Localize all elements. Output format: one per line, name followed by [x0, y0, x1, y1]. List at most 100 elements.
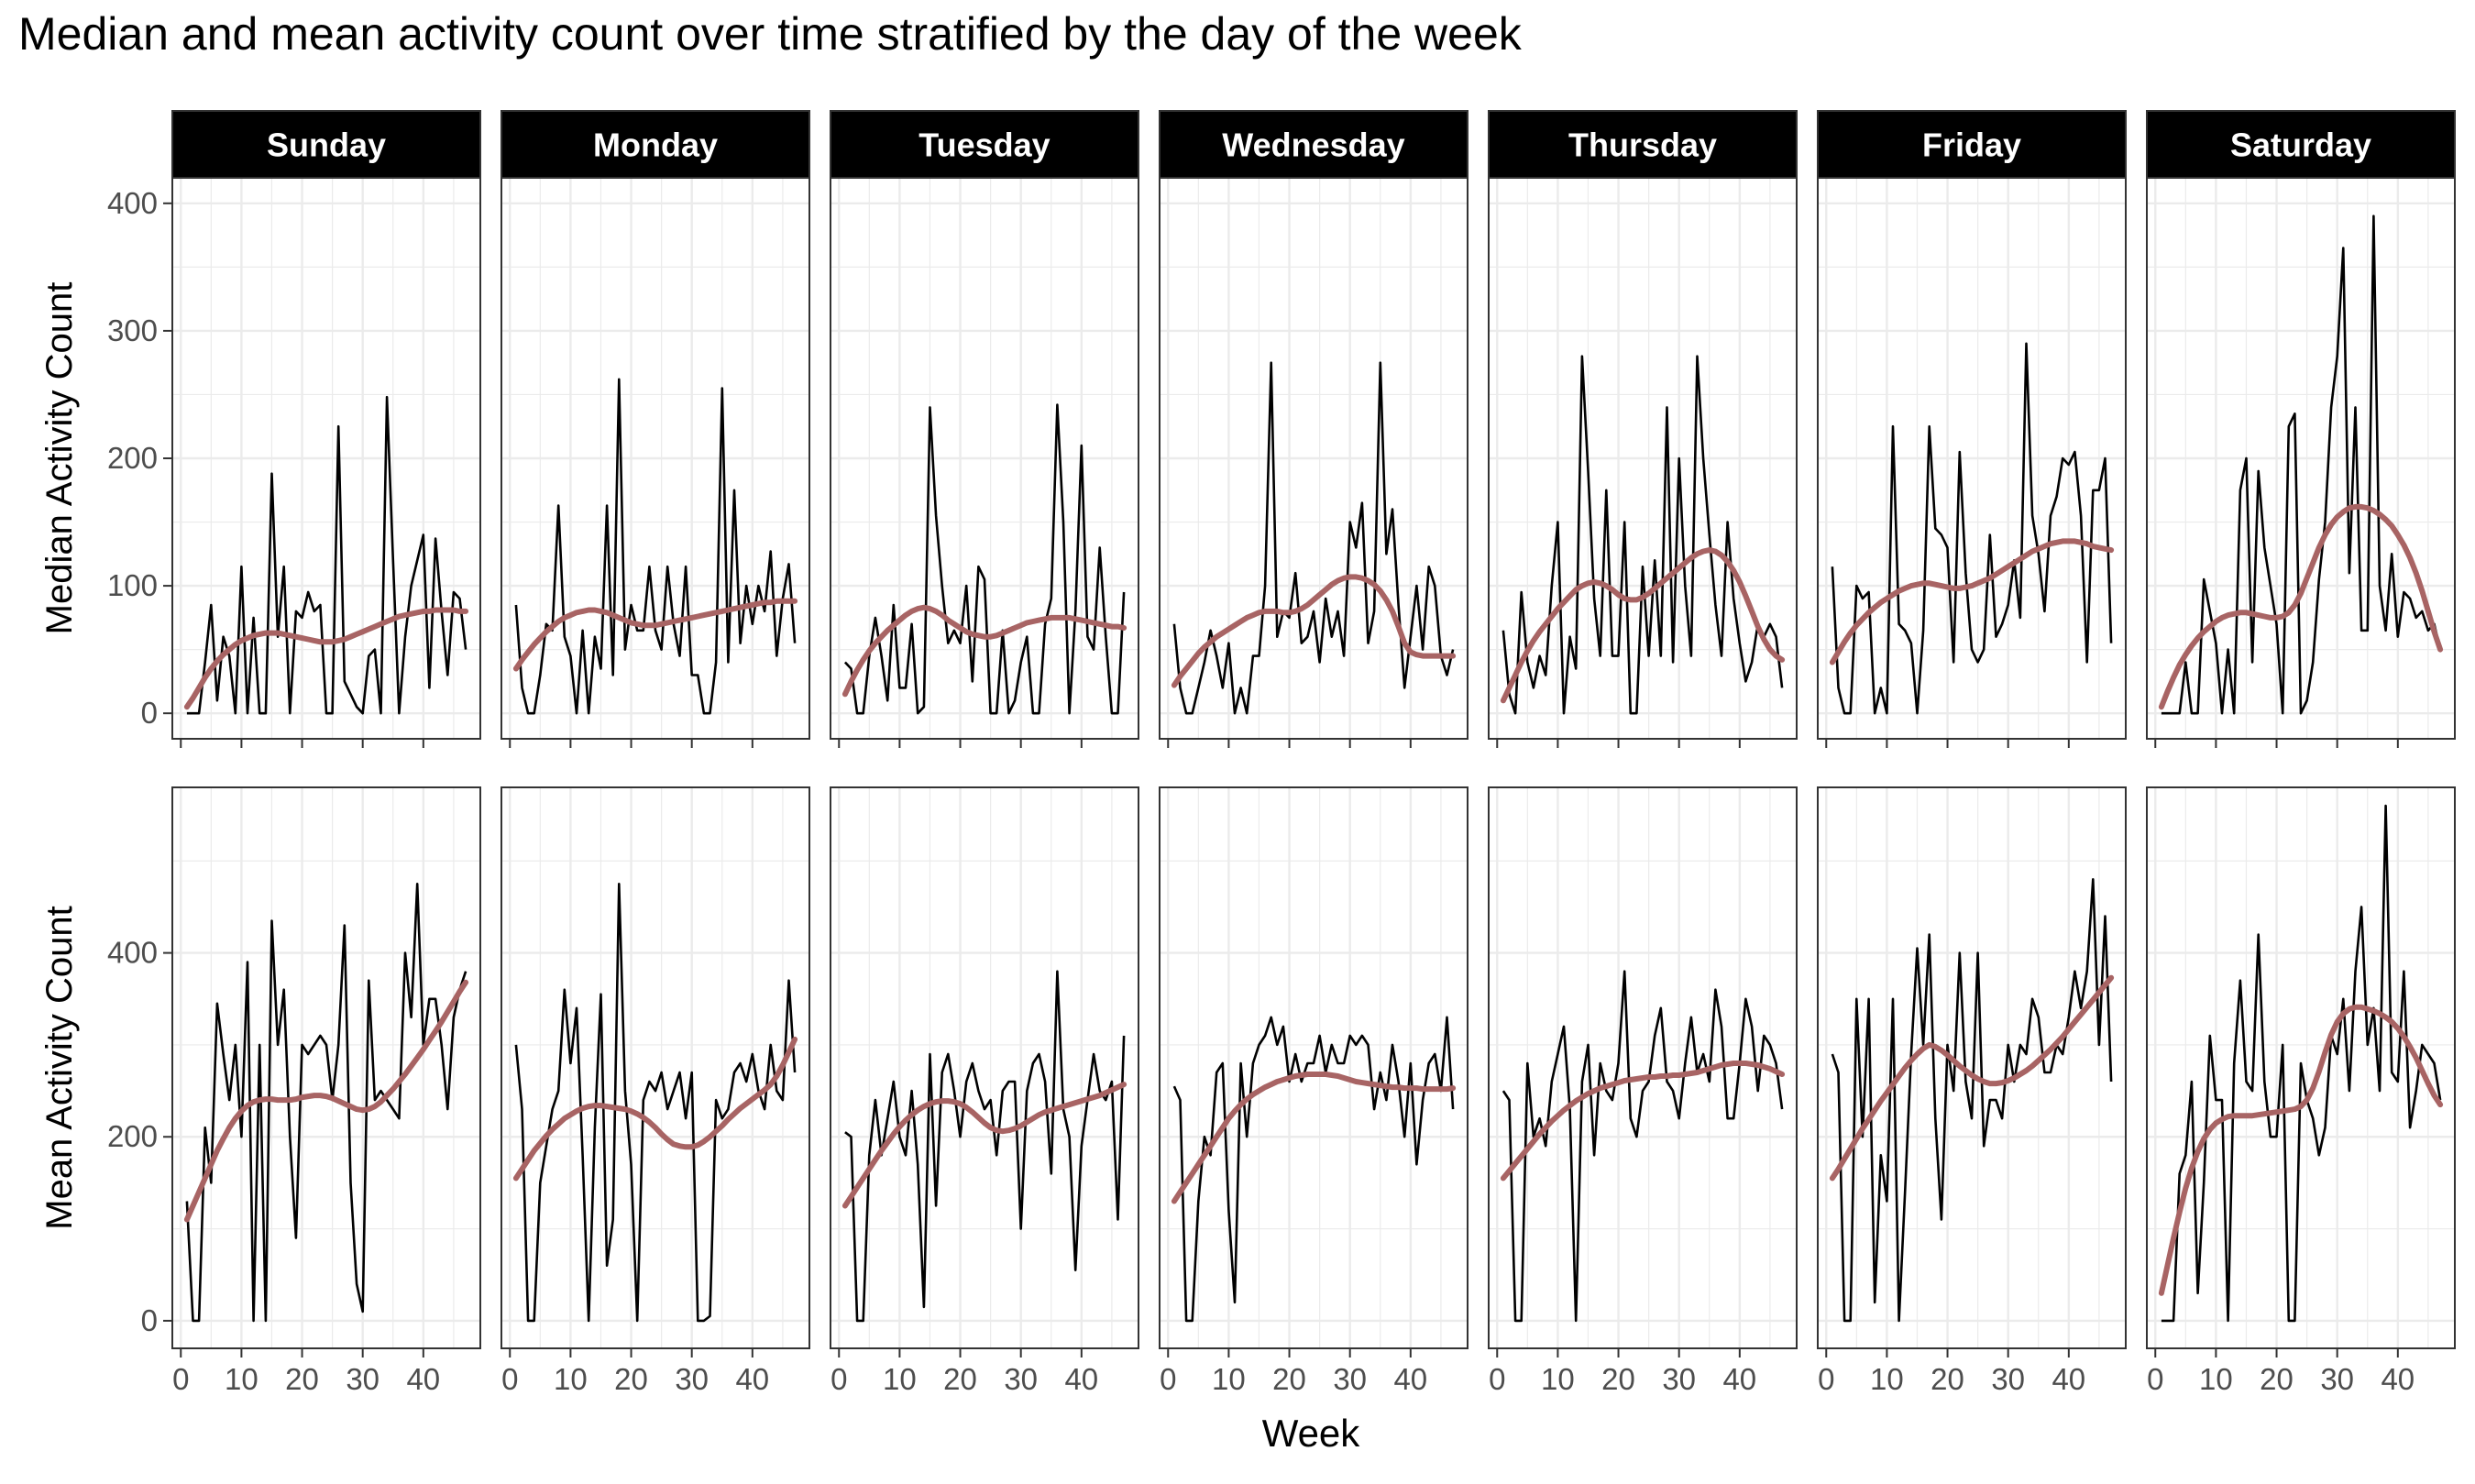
- facet-strip-label: Saturday: [2230, 126, 2371, 164]
- x-tick-label: 40: [2052, 1362, 2085, 1396]
- series-line-smooth: [512, 598, 798, 672]
- facet-panel-wednesday-mean: 0 10 20 30 40: [1159, 786, 1468, 1396]
- panel-background: [1160, 787, 1468, 1348]
- series-line-smooth: [1829, 538, 2115, 665]
- series-line-raw: [2161, 804, 2442, 1323]
- series-line-smooth: [1171, 1072, 1457, 1204]
- chart-title: Median and mean activity count over time…: [18, 8, 1522, 60]
- x-tick-label: 0: [2147, 1362, 2163, 1396]
- x-tick-label: 10: [1212, 1362, 1246, 1396]
- x-tick-label: 40: [2381, 1362, 2414, 1396]
- y-tick-label: 300: [107, 313, 158, 347]
- series-line-smooth: [842, 604, 1128, 698]
- facet-strip-label: Thursday: [1568, 126, 1717, 164]
- series-line-raw: [514, 882, 797, 1323]
- series-line-raw: [1831, 342, 2113, 715]
- x-tick-label: 10: [225, 1362, 258, 1396]
- facet-strip-label: Tuesday: [918, 126, 1050, 164]
- x-tick-label: 30: [346, 1362, 380, 1396]
- y-tick-label: 400: [107, 186, 158, 220]
- x-tick-label: 20: [943, 1362, 977, 1396]
- y-tick-label: 100: [107, 568, 158, 602]
- x-tick-label: 30: [1333, 1362, 1367, 1396]
- facet-panel-tuesday-mean: 0 10 20 30 40: [830, 786, 1139, 1396]
- facet-strip-label: Friday: [1922, 126, 2021, 164]
- series-line-raw: [843, 403, 1126, 715]
- y-tick-label: 200: [107, 441, 158, 475]
- panel-border: [1159, 786, 1468, 1349]
- series-line-smooth: [1500, 1061, 1786, 1182]
- x-tick-label: 40: [1393, 1362, 1427, 1396]
- y-tick-label: 0: [141, 696, 158, 730]
- y-tick-label: 400: [107, 936, 158, 970]
- x-tick-label: 40: [406, 1362, 440, 1396]
- panel-background: [172, 787, 480, 1348]
- series-line-raw: [185, 882, 468, 1323]
- panel-border: [171, 786, 481, 1349]
- facet-panel-thursday-mean: 0 10 20 30 40: [1488, 786, 1798, 1396]
- series-line-raw: [186, 395, 468, 715]
- x-tick-label: 0: [830, 1362, 847, 1396]
- x-tick-label: 0: [1160, 1362, 1176, 1396]
- facet-strip-label: Wednesday: [1222, 126, 1404, 164]
- x-tick-label: 0: [501, 1362, 518, 1396]
- panel-border: [830, 786, 1139, 1349]
- series-line-smooth: [183, 979, 469, 1223]
- x-tick-label: 10: [2199, 1362, 2233, 1396]
- x-tick-label: 30: [1004, 1362, 1038, 1396]
- series-line-raw: [2161, 214, 2442, 715]
- x-tick-label: 20: [1272, 1362, 1306, 1396]
- series-line-raw: [1172, 1016, 1455, 1323]
- facet-strip: [2146, 110, 2456, 179]
- facet-panel-monday-median: Monday: [500, 110, 810, 748]
- facet-panel-sunday-median: Sunday: [171, 110, 481, 748]
- panel-background: [830, 787, 1138, 1348]
- facet-panel-monday-mean: 0 10 20 30 40: [500, 786, 810, 1396]
- facet-panel-saturday-mean: 0 10 20 30 40: [2146, 786, 2456, 1396]
- panel-border: [500, 786, 810, 1349]
- x-tick-label: 20: [285, 1362, 319, 1396]
- series-line-raw: [844, 970, 1126, 1323]
- x-tick-label: 0: [1818, 1362, 1834, 1396]
- panel-border: [1488, 786, 1798, 1349]
- series-line-smooth: [2158, 503, 2444, 710]
- x-tick-label: 20: [614, 1362, 648, 1396]
- series-line-smooth: [183, 607, 469, 710]
- series-line-raw: [1831, 877, 2113, 1323]
- panel-border: [1817, 786, 2127, 1349]
- x-axis-title: Week: [1262, 1412, 1361, 1455]
- facet-strip: [500, 110, 810, 179]
- series-line-smooth: [842, 1082, 1128, 1209]
- y-tick-label: 0: [141, 1303, 158, 1337]
- series-line-smooth: [1500, 547, 1786, 704]
- x-tick-label: 30: [675, 1362, 709, 1396]
- x-tick-label: 20: [1601, 1362, 1635, 1396]
- x-tick-label: 20: [1930, 1362, 1964, 1396]
- facet-strip: [1817, 110, 2127, 179]
- facet-strip: [171, 110, 481, 179]
- panel-background: [1489, 787, 1797, 1348]
- panel-border: [2146, 786, 2456, 1349]
- x-tick-label: 40: [735, 1362, 769, 1396]
- facet-strip-label: Monday: [593, 126, 718, 164]
- x-tick-label: 30: [2320, 1362, 2354, 1396]
- facet-panel-tuesday-median: Tuesday: [830, 110, 1139, 748]
- series-line-raw: [514, 378, 797, 715]
- facet-panel-wednesday-median: Wednesday: [1159, 110, 1468, 748]
- x-tick-label: 30: [1662, 1362, 1696, 1396]
- x-tick-label: 20: [2260, 1362, 2294, 1396]
- x-tick-label: 10: [883, 1362, 917, 1396]
- facet-panel-friday-median: Friday: [1817, 110, 2127, 748]
- panel-background: [1818, 787, 2126, 1348]
- series-line-smooth: [512, 1036, 798, 1182]
- facet-strip-label: Sunday: [267, 126, 386, 164]
- series-line-smooth: [2158, 1004, 2444, 1296]
- x-tick-label: 10: [1541, 1362, 1575, 1396]
- y-axis-title: Mean Activity Count: [39, 906, 80, 1230]
- facet-strip: [1488, 110, 1798, 179]
- x-tick-label: 0: [172, 1362, 189, 1396]
- x-tick-label: 0: [1489, 1362, 1505, 1396]
- x-tick-label: 30: [1991, 1362, 2025, 1396]
- x-tick-label: 10: [554, 1362, 588, 1396]
